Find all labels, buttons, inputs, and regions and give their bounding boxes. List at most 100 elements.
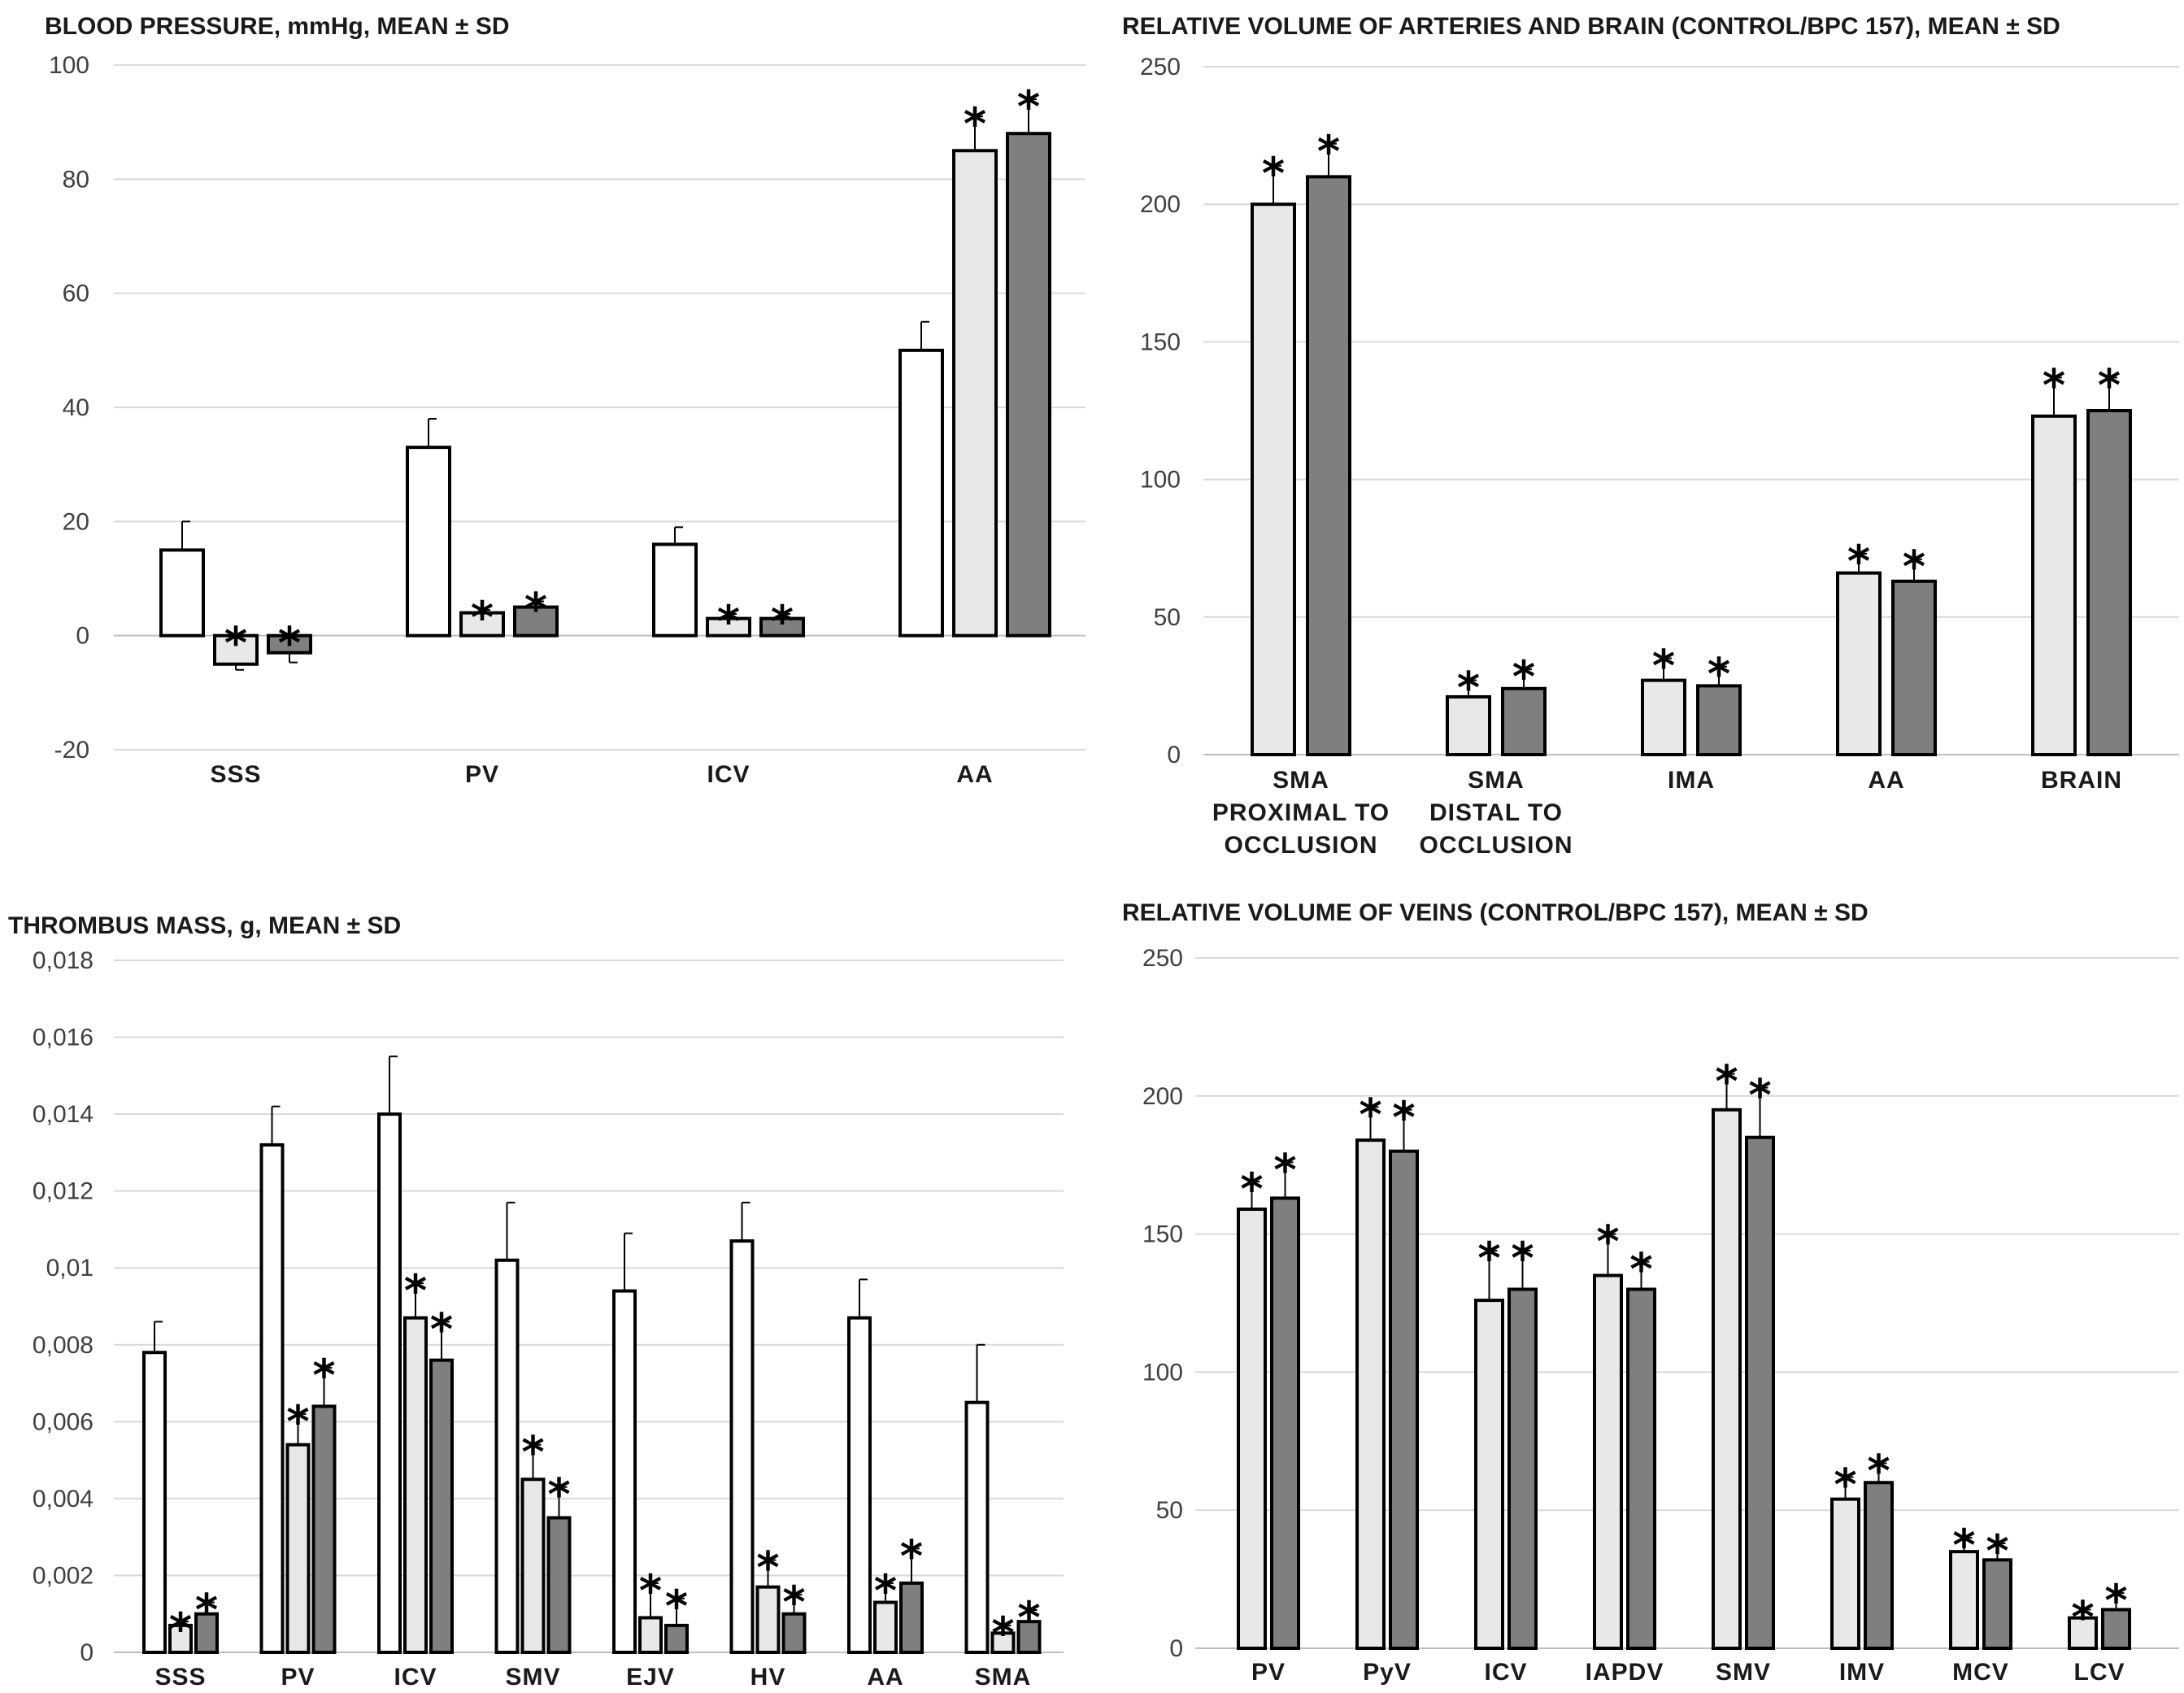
x-category-label: SSS	[210, 761, 261, 788]
significance-star: *	[1708, 649, 1730, 700]
bar	[781, 1612, 807, 1654]
bar	[1864, 1481, 1894, 1650]
bar	[1507, 1287, 1538, 1651]
bar	[898, 348, 944, 638]
bar	[729, 1239, 755, 1655]
significance-star: *	[1392, 1092, 1415, 1143]
x-category-label: PyV	[1363, 1659, 1412, 1686]
y-tick-label: 0	[76, 623, 89, 650]
y-tick-label: 0	[1169, 1635, 1183, 1662]
chart-title: THROMBUS MASS, g, MEAN ± SD	[8, 912, 401, 939]
x-category-label: PV	[465, 761, 499, 788]
y-tick-label: 250	[1140, 54, 1181, 81]
bar	[377, 1112, 402, 1654]
significance-star: *	[639, 1565, 662, 1617]
y-tick-label: 0,002	[33, 1562, 94, 1589]
bar	[1641, 678, 1686, 757]
bar	[952, 149, 998, 638]
bar	[1745, 1135, 1775, 1650]
significance-star: *	[1903, 542, 1925, 593]
x-category-label: IMV	[1839, 1659, 1885, 1686]
bar	[494, 1258, 520, 1655]
significance-star: *	[404, 1265, 427, 1317]
bar	[964, 1400, 990, 1654]
y-tick-label: -20	[54, 737, 89, 764]
x-category-label: MCV	[1952, 1659, 2009, 1686]
significance-star: *	[1273, 1144, 1296, 1195]
significance-star: *	[524, 584, 547, 635]
y-tick-label: 100	[1142, 1359, 1183, 1386]
bar	[638, 1616, 663, 1654]
bar	[1355, 1138, 1386, 1650]
bar	[1237, 1208, 1267, 1650]
bar	[1306, 175, 1351, 757]
y-tick-label: 0,006	[33, 1408, 94, 1435]
bar	[1891, 579, 1937, 756]
x-category-label: HV	[750, 1664, 786, 1691]
significance-star: *	[471, 592, 494, 643]
bar	[285, 1443, 311, 1654]
significance-star: *	[874, 1565, 897, 1617]
bar	[1446, 694, 1491, 756]
significance-star: *	[991, 1608, 1014, 1659]
bar	[1389, 1149, 1419, 1650]
y-tick-label: 250	[1142, 945, 1183, 972]
bar	[652, 542, 698, 638]
bar	[1006, 132, 1051, 638]
chart-panel-1: BLOOD PRESSURE, mmHg, MEAN ± SD -20 0 20 40 6…	[45, 13, 1085, 788]
x-category-label: SMA	[975, 1664, 1032, 1691]
bar	[1712, 1108, 1742, 1650]
significance-star: *	[1834, 1459, 1856, 1510]
y-tick-label: 100	[1140, 467, 1181, 494]
chart-panel-3: THROMBUS MASS, g, MEAN ± SD 0 0,002 0,004 0,…	[8, 912, 1064, 1691]
bar	[259, 1142, 285, 1654]
significance-star: *	[1477, 1233, 1500, 1284]
bar	[2031, 414, 2077, 756]
significance-star: *	[2043, 359, 2065, 411]
bar	[546, 1516, 572, 1655]
y-tick-label: 150	[1140, 329, 1181, 355]
bar	[1016, 1620, 1042, 1654]
significance-star: *	[547, 1469, 570, 1521]
significance-star: *	[312, 1350, 335, 1401]
bar	[1251, 202, 1296, 756]
y-tick-label: 0,004	[33, 1486, 94, 1512]
y-tick-label: 0,008	[33, 1332, 94, 1359]
x-category-label: PV	[281, 1664, 315, 1691]
chart-title: BLOOD PRESSURE, mmHg, MEAN ± SD	[45, 13, 510, 40]
x-category-label: AA	[1868, 767, 1904, 794]
bar	[1501, 686, 1547, 756]
x-category-label: AA	[867, 1664, 903, 1691]
bar	[1836, 571, 1882, 756]
significance-star: *	[1359, 1089, 1381, 1140]
y-tick-label: 0	[1167, 742, 1181, 768]
significance-star: *	[1986, 1525, 2008, 1577]
bar	[159, 548, 205, 638]
x-category-label: LCV	[2074, 1659, 2125, 1686]
significance-star: *	[782, 1577, 805, 1628]
bar	[1696, 684, 1742, 757]
significance-star: *	[169, 1604, 192, 1655]
bar	[847, 1316, 872, 1655]
bar	[520, 1478, 546, 1654]
bar	[1949, 1550, 1979, 1651]
bar	[406, 446, 451, 638]
bar	[755, 1585, 781, 1655]
significance-star: *	[1952, 1520, 1975, 1571]
y-tick-label: 50	[1154, 604, 1181, 631]
significance-star: *	[1262, 148, 1285, 199]
bar	[1474, 1299, 1504, 1650]
significance-star: *	[195, 1585, 218, 1636]
significance-star: *	[1240, 1164, 1263, 1215]
y-tick-label: 50	[1156, 1497, 1183, 1524]
chart-panel-2: RELATIVE VOLUME OF ARTERIES AND BRAIN (C…	[1122, 13, 2179, 859]
bar	[1830, 1497, 1860, 1650]
chart-title: RELATIVE VOLUME OF VEINS (CONTROL/BPC 15…	[1122, 899, 1869, 926]
chart-panel-4: RELATIVE VOLUME OF VEINS (CONTROL/BPC 15…	[1122, 899, 2179, 1686]
significance-star: *	[1511, 1233, 1534, 1284]
bar	[899, 1581, 924, 1655]
y-tick-label: 20	[63, 508, 89, 535]
bar	[142, 1351, 167, 1654]
y-tick-label: 0,014	[33, 1101, 94, 1128]
